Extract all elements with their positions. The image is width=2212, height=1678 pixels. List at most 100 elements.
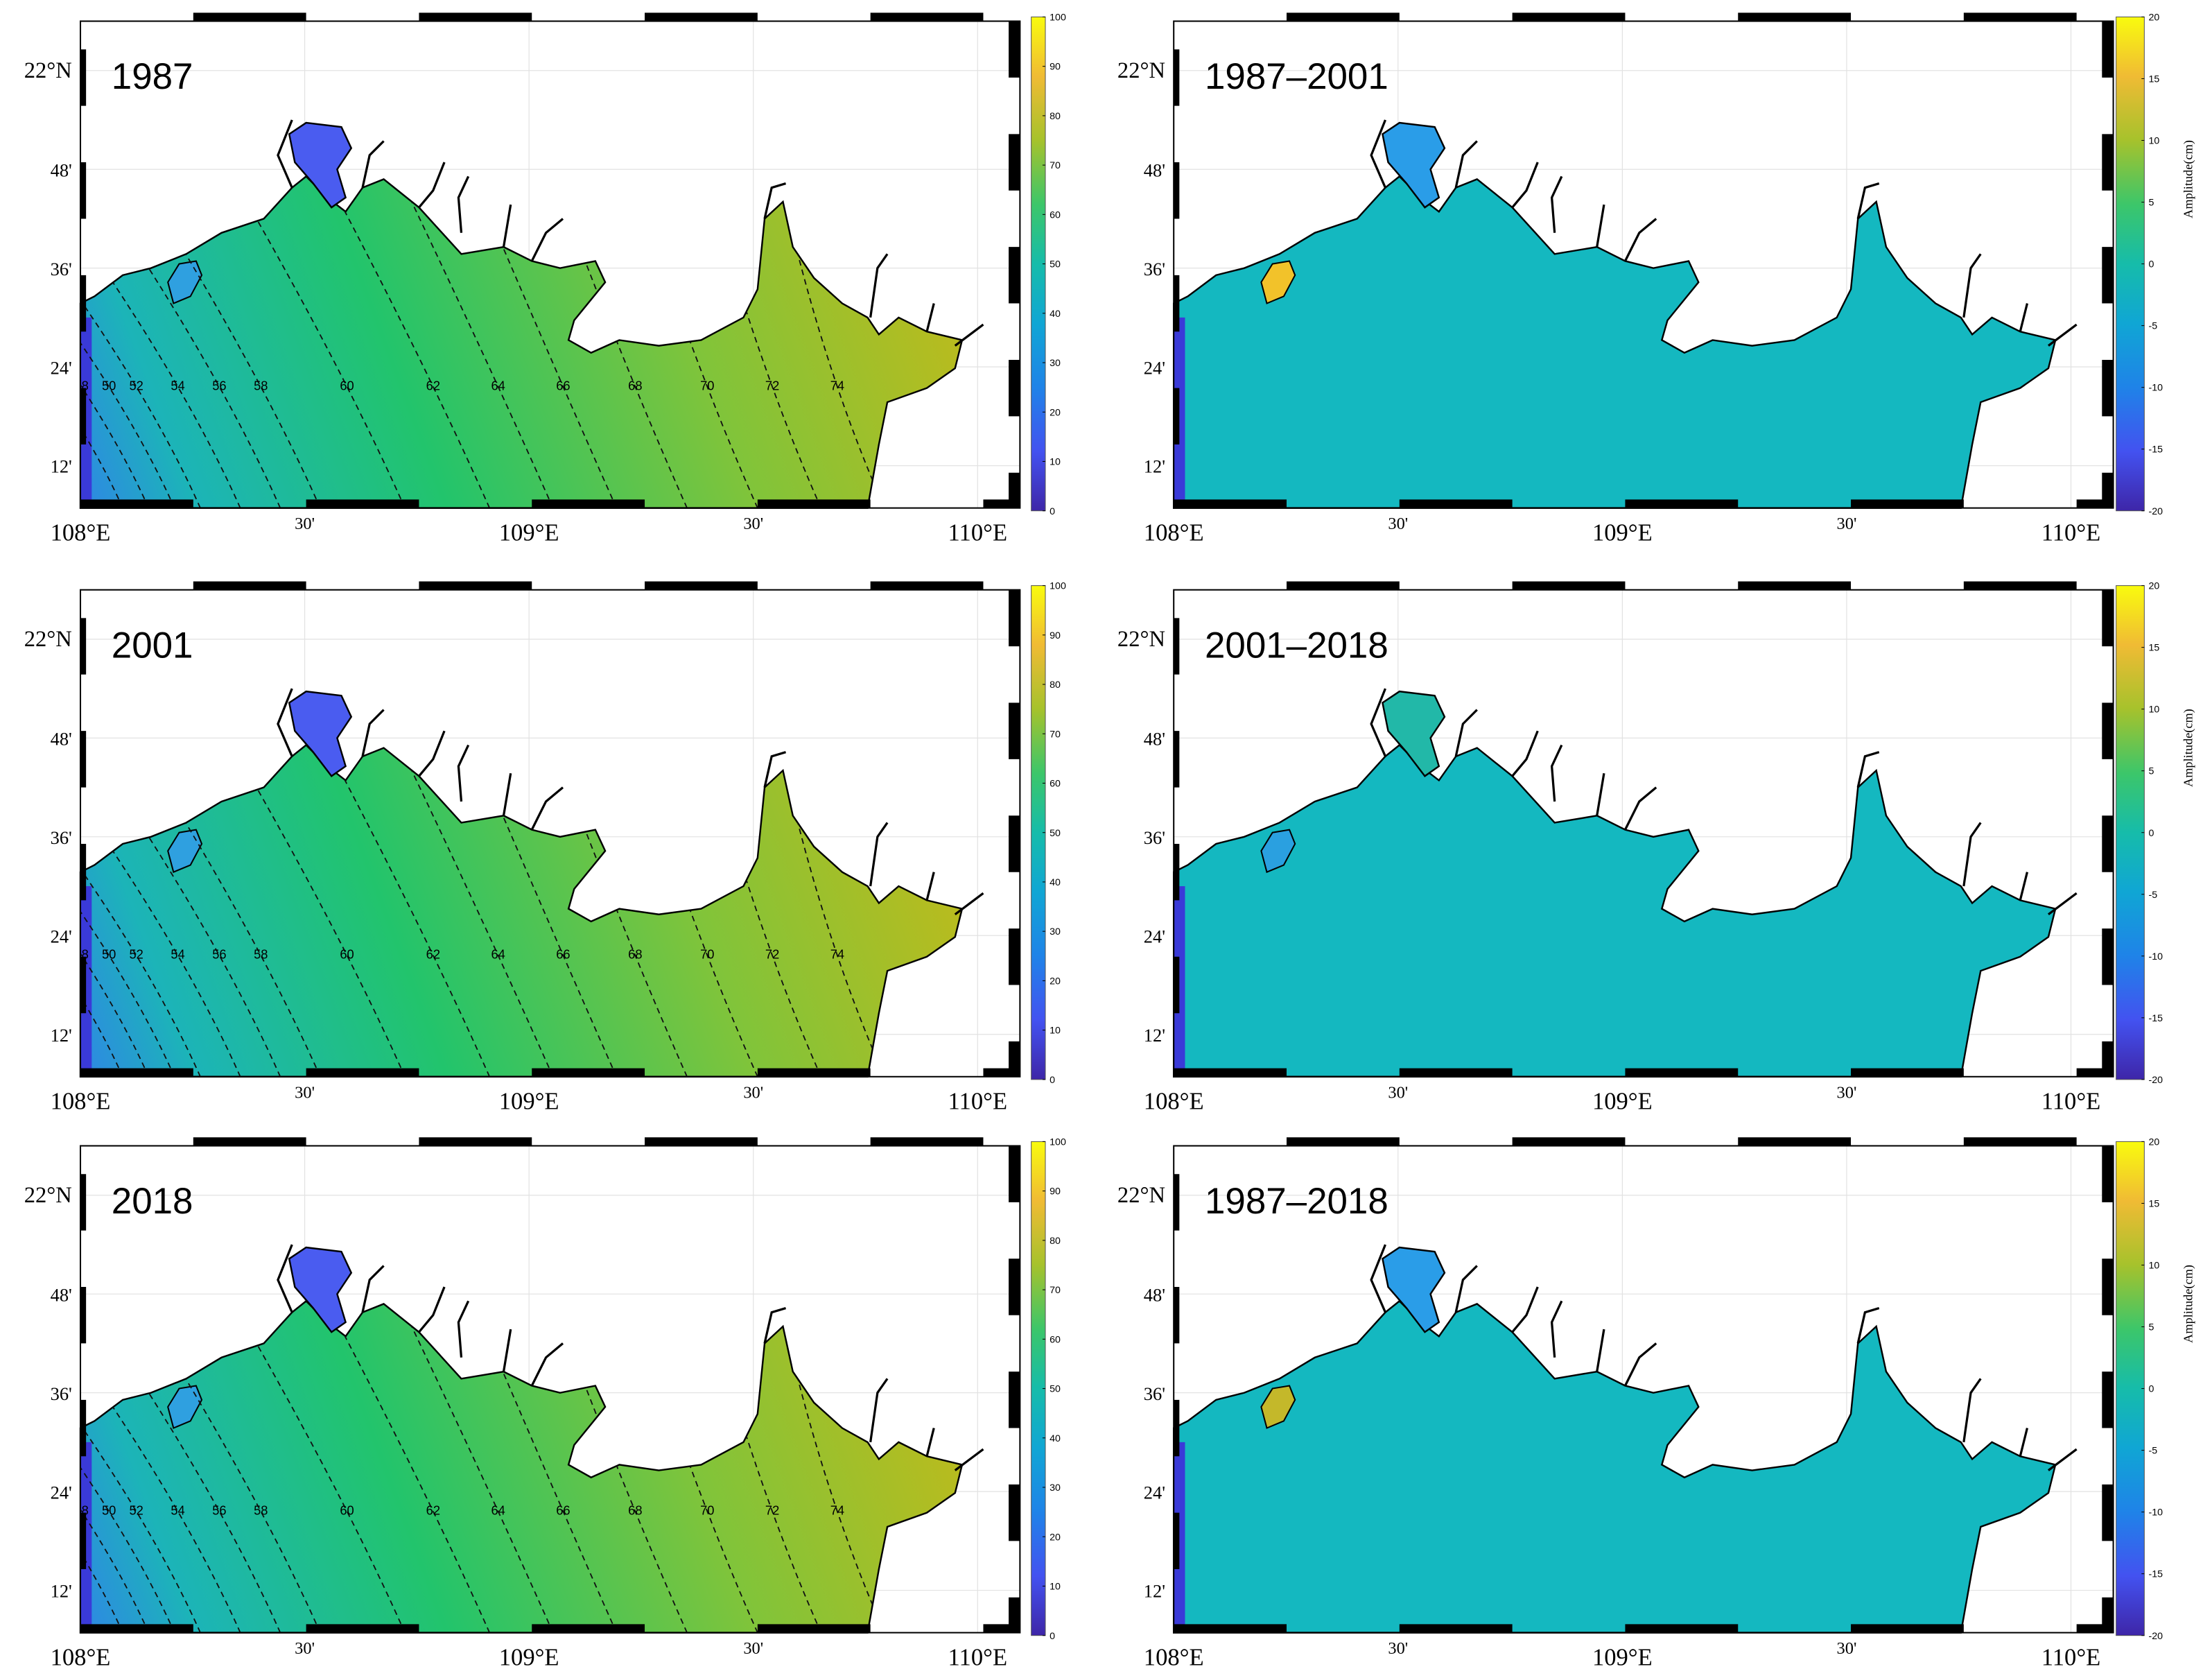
lat-tick-label: 36' xyxy=(51,827,72,848)
panel-title: 2001 xyxy=(112,625,193,666)
colorbar-tick-label: -15 xyxy=(2148,1569,2163,1580)
lon-tick-label: 30' xyxy=(743,1639,763,1658)
colorbar-tick-label: 15 xyxy=(2148,643,2159,654)
contour-line xyxy=(80,1301,175,1633)
contour-label: 60 xyxy=(340,1503,354,1518)
contour-label: 58 xyxy=(254,379,268,393)
lagoon xyxy=(1382,121,1446,209)
contour-label: 66 xyxy=(556,379,570,393)
contour-line xyxy=(80,1301,201,1633)
lagoon xyxy=(288,121,353,209)
map-panel: 46 48 50 52 54 56 58 60 62 64 66 68 70 72 74 2018 108°E 3… xyxy=(24,1136,1066,1670)
lat-tick-label: 36' xyxy=(1144,259,1165,279)
contour-line xyxy=(593,745,758,1077)
lat-tick-label: 48' xyxy=(1144,159,1165,180)
contour-label: 56 xyxy=(212,947,226,962)
lat-tick-label: 24' xyxy=(1144,1482,1165,1503)
lat-tick-label: 22°N xyxy=(1117,58,1165,83)
lat-tick-label: 12' xyxy=(1144,456,1165,477)
lat-tick-label: 12' xyxy=(51,456,72,477)
lat-tick-label: 12' xyxy=(1144,1025,1165,1046)
lon-tick-label: 30' xyxy=(1388,514,1408,533)
lat-tick-label: 22°N xyxy=(24,58,72,83)
lon-tick-label: 30' xyxy=(295,1639,315,1658)
contour-label: 66 xyxy=(556,1503,570,1518)
coastline xyxy=(1370,688,2078,916)
bay xyxy=(167,260,203,304)
contour-label: 46 xyxy=(47,1503,61,1518)
colorbar-tick-label: 5 xyxy=(2148,766,2154,777)
contour-label: 62 xyxy=(426,379,440,393)
contour-label: 46 xyxy=(47,947,61,962)
colorbar-tick-label: 0 xyxy=(1050,1631,1055,1642)
contour-line xyxy=(80,745,123,1077)
contour-label: 64 xyxy=(491,947,505,962)
coastline xyxy=(1370,1244,2078,1471)
colorbar-tick-label: -20 xyxy=(2148,506,2163,517)
colorbar xyxy=(2116,585,2145,1080)
panel-title: 2001–2018 xyxy=(1205,625,1388,666)
contour-label: 66 xyxy=(556,947,570,962)
lat-tick-label: 36' xyxy=(51,1383,72,1404)
colorbar xyxy=(2116,16,2145,512)
contour-line xyxy=(80,176,175,508)
lat-tick-label: 48' xyxy=(1144,729,1165,750)
contour-line xyxy=(257,176,491,508)
contour-line xyxy=(673,1301,822,1633)
map-panel: 1987–2001 108°E 30' 109°E 30' 110°E 22°N 48' 36'… xyxy=(1117,12,2196,546)
contour-label: 46 xyxy=(47,379,61,393)
colorbar-tick-label: 100 xyxy=(1050,12,1066,24)
lon-tick-label: 30' xyxy=(1837,1639,1857,1658)
contour-line xyxy=(418,176,618,508)
map-panel: 46 48 50 52 54 56 58 60 62 64 66 68 70 72 74 1987 108°E 3… xyxy=(24,12,1066,546)
lon-tick-label: 109°E xyxy=(499,519,559,546)
lat-tick-label: 48' xyxy=(1144,1284,1165,1305)
colorbar-tick-label: 15 xyxy=(2148,1199,2159,1210)
contour-line xyxy=(80,1301,241,1633)
colorbar-tick-label: 10 xyxy=(1050,457,1061,468)
colorbar-tick-label: 60 xyxy=(1050,1334,1061,1345)
contour-label: 52 xyxy=(129,379,143,393)
colorbar-tick-label: 20 xyxy=(1050,407,1061,418)
lat-tick-label: 48' xyxy=(51,159,72,180)
sea-area xyxy=(1172,1299,2057,1634)
contour-line xyxy=(80,1301,281,1633)
panel-title: 1987–2001 xyxy=(1205,56,1388,97)
contour-label: 54 xyxy=(171,1503,184,1518)
contour-line xyxy=(754,176,885,508)
colorbar-tick-label: 15 xyxy=(2148,74,2159,85)
colorbar-tick-label: 90 xyxy=(1050,1186,1061,1197)
colorbar-tick-label: -20 xyxy=(2148,1631,2163,1642)
contour-label: 72 xyxy=(765,1503,779,1518)
colorbar-tick-label: 5 xyxy=(2148,198,2154,209)
lat-tick-label: 24' xyxy=(51,926,72,946)
colorbar-tick-label: 50 xyxy=(1050,259,1061,270)
colorbar-tick-label: 0 xyxy=(2148,259,2154,270)
contour-line xyxy=(257,745,491,1077)
bay xyxy=(1260,260,1296,304)
colorbar-tick-label: 10 xyxy=(2148,704,2159,716)
coastline xyxy=(277,688,984,916)
contour-line xyxy=(338,176,554,508)
panel-title: 1987–2018 xyxy=(1205,1181,1388,1222)
sea-area xyxy=(79,1299,964,1634)
contour-line xyxy=(80,176,123,508)
lat-tick-label: 12' xyxy=(51,1025,72,1046)
contour-label: 56 xyxy=(212,379,226,393)
lon-tick-label: 108°E xyxy=(51,1089,111,1115)
colorbar-tick-label: 20 xyxy=(1050,976,1061,987)
contour-label: 52 xyxy=(129,1503,143,1518)
contour-line xyxy=(156,176,406,508)
colorbar-tick-label: -20 xyxy=(2148,1075,2163,1086)
sea-area xyxy=(79,175,964,509)
colorbar-tick-label: 80 xyxy=(1050,111,1061,122)
contour-line xyxy=(80,1301,321,1633)
lon-tick-label: 30' xyxy=(1837,514,1857,533)
sea-area xyxy=(1172,743,2057,1078)
contour-line xyxy=(257,1301,491,1633)
colorbar-tick-label: 20 xyxy=(1050,1532,1061,1543)
contour-label: 54 xyxy=(171,379,184,393)
colorbar-tick-label: 60 xyxy=(1050,779,1061,790)
